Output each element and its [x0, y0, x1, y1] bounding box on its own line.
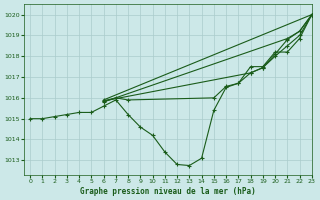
- X-axis label: Graphe pression niveau de la mer (hPa): Graphe pression niveau de la mer (hPa): [80, 187, 256, 196]
